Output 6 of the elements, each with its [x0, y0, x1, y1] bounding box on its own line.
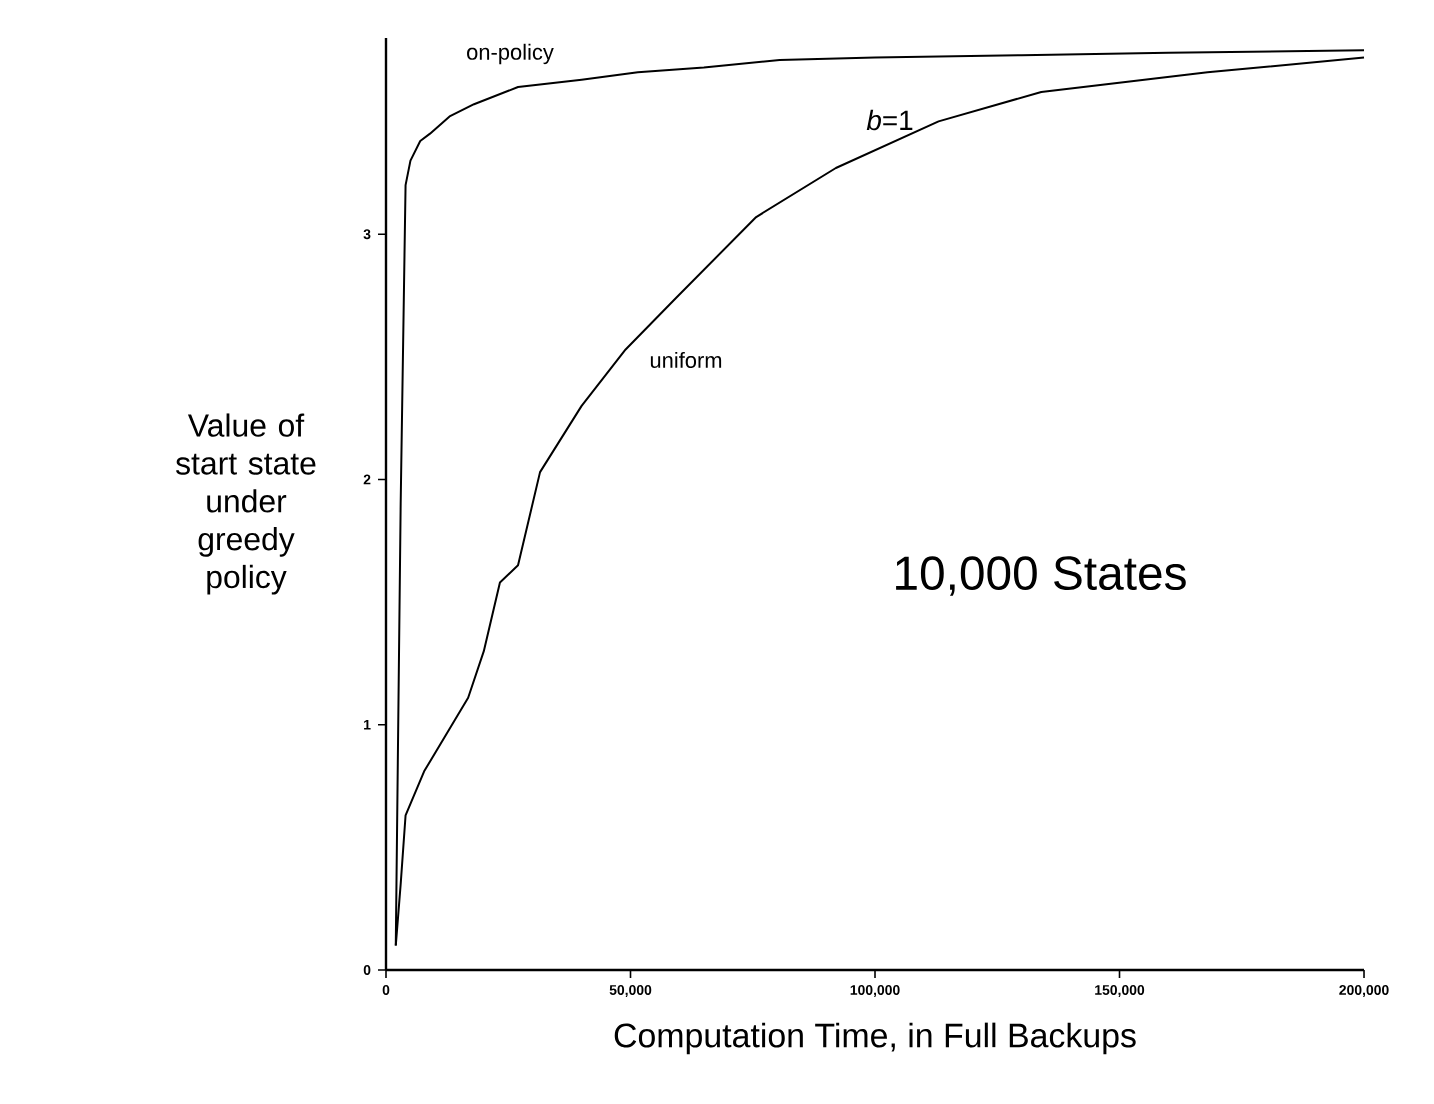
x-axis-title: Computation Time, in Full Backups — [614, 1022, 1136, 1055]
annotation: b=1 — [866, 109, 913, 131]
annotation: 10,000 States — [896, 556, 1186, 596]
y-axis-title: Value of start state under greedy policy — [176, 413, 316, 595]
annotation: uniform — [650, 351, 722, 369]
annotation: on-policy — [467, 43, 554, 65]
